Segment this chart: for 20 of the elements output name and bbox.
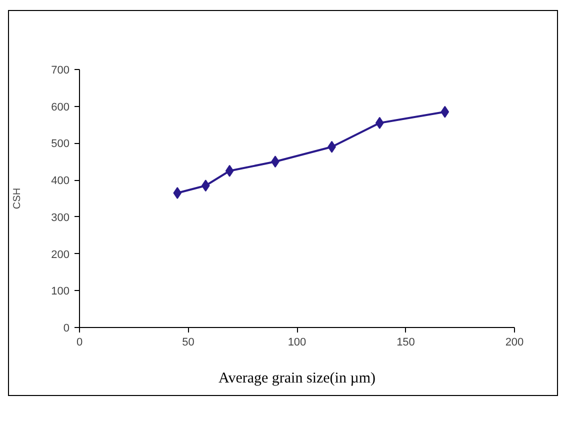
- point: [375, 116, 384, 129]
- x-tick-label: 50: [182, 336, 194, 348]
- y-tick-label: 100: [51, 286, 70, 298]
- x-axis-title: Average grain size(in µm): [218, 370, 376, 386]
- y-tick-label: 200: [51, 248, 70, 261]
- x-tick-label: 0: [76, 336, 83, 348]
- x-tick-label: 150: [396, 336, 415, 348]
- x-tick-label: 100: [288, 336, 306, 348]
- y-tick-label: 400: [51, 175, 70, 188]
- y-axis-title: CSH: [12, 188, 24, 210]
- point: [173, 186, 182, 199]
- y-tick-label: 500: [51, 138, 70, 150]
- point: [201, 180, 210, 192]
- point: [225, 164, 234, 177]
- y-tick-label: 0: [63, 322, 70, 334]
- y-tick-label: 600: [51, 101, 70, 114]
- y-tick-label: 700: [51, 64, 70, 76]
- y-tick-label: 300: [51, 212, 70, 224]
- point: [440, 106, 450, 118]
- x-tick-label: 200: [505, 336, 524, 348]
